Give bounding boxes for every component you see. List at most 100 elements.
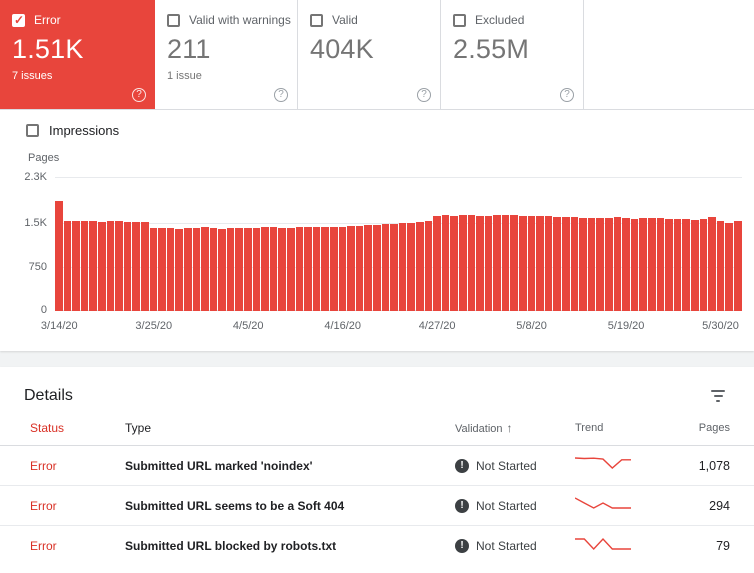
chart-bar[interactable] bbox=[123, 221, 132, 311]
chart-bar[interactable] bbox=[278, 227, 287, 311]
chart-bar[interactable] bbox=[476, 215, 484, 311]
help-icon[interactable]: ? bbox=[274, 88, 288, 102]
chart-bar[interactable] bbox=[330, 227, 338, 311]
chart-bar[interactable] bbox=[424, 220, 433, 311]
chart-bar[interactable] bbox=[630, 218, 639, 311]
chart-bar[interactable] bbox=[235, 228, 244, 311]
chart-bar[interactable] bbox=[501, 215, 510, 311]
chart-bar[interactable] bbox=[407, 222, 415, 311]
help-icon[interactable]: ? bbox=[417, 88, 431, 102]
chart-bar[interactable] bbox=[415, 221, 424, 311]
status-card-valid[interactable]: Valid 404K ? bbox=[298, 0, 441, 109]
impressions-checkbox[interactable] bbox=[26, 124, 39, 137]
chart-bar[interactable] bbox=[269, 227, 278, 311]
status-card-error[interactable]: Error 1.51K 7 issues ? bbox=[0, 0, 155, 109]
chart-bar[interactable] bbox=[527, 215, 536, 311]
chart-bar[interactable] bbox=[201, 227, 209, 311]
chart-bar[interactable] bbox=[252, 228, 261, 311]
chart-bar[interactable] bbox=[381, 224, 390, 311]
chart-bar[interactable] bbox=[647, 218, 656, 311]
excluded-checkbox[interactable] bbox=[453, 13, 466, 27]
chart-bar[interactable] bbox=[106, 221, 115, 311]
column-header-pages[interactable]: Pages bbox=[698, 422, 730, 434]
status-card-valid-with-warnings[interactable]: Valid with warnings 211 1 issue ? bbox=[155, 0, 298, 109]
chart-bar[interactable] bbox=[458, 215, 467, 311]
table-row[interactable]: Error Submitted URL seems to be a Soft 40… bbox=[0, 486, 754, 526]
chart-bar[interactable] bbox=[587, 217, 596, 311]
chart-bar[interactable] bbox=[347, 226, 355, 311]
chart-bar[interactable] bbox=[562, 217, 570, 311]
chart-bar[interactable] bbox=[312, 226, 321, 311]
chart-bar[interactable] bbox=[682, 219, 690, 311]
chart-bar[interactable] bbox=[304, 227, 312, 311]
valid-checkbox[interactable] bbox=[310, 13, 323, 27]
chart-bar[interactable] bbox=[596, 218, 604, 311]
chart-bar[interactable] bbox=[510, 215, 519, 311]
bar-plot-area[interactable]: 2.3K 1.5K 750 0 3/14/20 3/25/20 4/5/20 4/16/20… bbox=[24, 171, 742, 332]
chart-bar[interactable] bbox=[467, 215, 476, 311]
chart-bar[interactable] bbox=[699, 219, 708, 311]
chart-bar[interactable] bbox=[570, 217, 579, 311]
chart-bar[interactable] bbox=[183, 228, 192, 311]
chart-bar[interactable] bbox=[63, 220, 72, 311]
chart-bar[interactable] bbox=[166, 228, 175, 311]
chart-bar[interactable] bbox=[321, 227, 329, 311]
chart-bar[interactable] bbox=[140, 222, 149, 311]
chart-bar[interactable] bbox=[115, 221, 123, 311]
chart-bar[interactable] bbox=[338, 226, 347, 311]
impressions-toggle[interactable]: Impressions bbox=[0, 110, 754, 142]
chart-bar[interactable] bbox=[209, 228, 218, 311]
table-row[interactable]: Error Submitted URL marked 'noindex'! Not … bbox=[0, 446, 754, 486]
chart-bar[interactable] bbox=[149, 228, 158, 311]
chart-bar[interactable] bbox=[450, 215, 458, 311]
chart-bar[interactable] bbox=[665, 219, 673, 311]
column-header-validation[interactable]: Validation ↑ bbox=[455, 421, 513, 435]
help-icon[interactable]: ? bbox=[132, 88, 146, 102]
chart-bar[interactable] bbox=[605, 217, 613, 311]
chart-bar[interactable] bbox=[579, 217, 587, 311]
chart-bar[interactable] bbox=[80, 220, 89, 311]
chart-bar[interactable] bbox=[55, 201, 63, 311]
chart-bar[interactable] bbox=[218, 228, 226, 311]
chart-bar[interactable] bbox=[355, 225, 364, 311]
chart-bar[interactable] bbox=[613, 217, 622, 311]
chart-bar[interactable] bbox=[519, 215, 527, 311]
column-header-trend[interactable]: Trend bbox=[575, 422, 604, 434]
chart-bar[interactable] bbox=[97, 221, 106, 311]
chart-bar[interactable] bbox=[192, 227, 201, 311]
chart-bar[interactable] bbox=[244, 227, 252, 311]
chart-bar[interactable] bbox=[372, 224, 381, 311]
column-header-status[interactable]: Status bbox=[30, 421, 65, 435]
chart-bar[interactable] bbox=[72, 221, 80, 311]
chart-bar[interactable] bbox=[158, 227, 166, 311]
chart-bar[interactable] bbox=[390, 223, 398, 311]
error-checkbox[interactable] bbox=[12, 13, 25, 27]
table-row[interactable]: Error Submitted URL blocked by robots.txt… bbox=[0, 526, 754, 566]
chart-bar[interactable] bbox=[639, 218, 647, 311]
chart-bar[interactable] bbox=[544, 216, 553, 311]
chart-bar[interactable] bbox=[484, 215, 493, 311]
chart-bar[interactable] bbox=[261, 227, 269, 311]
chart-bar[interactable] bbox=[226, 228, 235, 311]
chart-bar[interactable] bbox=[364, 225, 372, 311]
chart-bar[interactable] bbox=[733, 221, 742, 311]
chart-bar[interactable] bbox=[716, 220, 725, 311]
chart-bar[interactable] bbox=[287, 228, 295, 311]
chart-bar[interactable] bbox=[725, 222, 733, 311]
filter-icon[interactable] bbox=[708, 387, 728, 405]
chart-bar[interactable] bbox=[295, 227, 304, 311]
column-header-type[interactable]: Type bbox=[125, 421, 152, 435]
chart-bar[interactable] bbox=[175, 228, 183, 311]
chart-bar[interactable] bbox=[553, 216, 562, 311]
chart-bar[interactable] bbox=[89, 221, 97, 311]
chart-bar[interactable] bbox=[433, 215, 441, 311]
help-icon[interactable]: ? bbox=[560, 88, 574, 102]
chart-bar[interactable] bbox=[493, 215, 501, 311]
valid-with-warnings-checkbox[interactable] bbox=[167, 13, 180, 27]
chart-bar[interactable] bbox=[673, 218, 682, 311]
chart-bar[interactable] bbox=[132, 221, 140, 311]
chart-bar[interactable] bbox=[622, 218, 630, 311]
chart-bar[interactable] bbox=[441, 215, 450, 311]
chart-bar[interactable] bbox=[398, 223, 407, 311]
status-card-excluded[interactable]: Excluded 2.55M ? bbox=[441, 0, 584, 109]
